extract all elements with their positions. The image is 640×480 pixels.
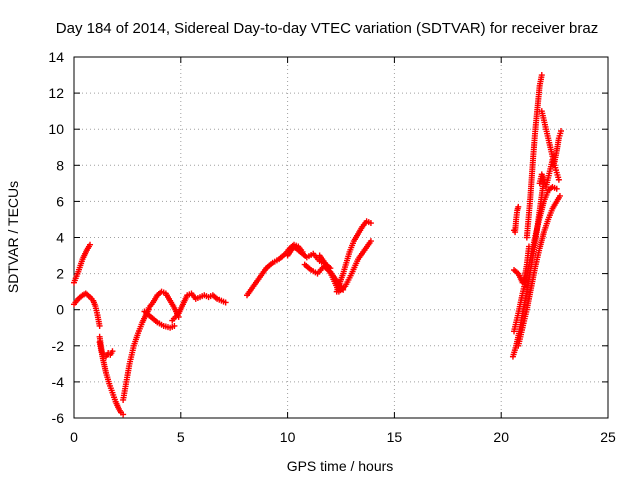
data-point [556,192,563,199]
y-tick-label: 8 [56,157,64,173]
data-point [171,322,178,329]
data-point [120,411,127,418]
tick-labels: 0 5 10 15 20 25 -6 -4 -2 0 2 4 6 8 10 12 14 [48,49,616,445]
x-tick-label: 25 [600,429,616,445]
y-tick-label: 12 [48,85,64,101]
data-point [538,72,545,79]
y-tick-label: 4 [56,230,64,246]
y-axis-label: SDTVAR / TECUs [5,181,21,293]
data-point [525,243,532,250]
y-tick-label: 2 [56,266,64,282]
data-marks [71,72,565,418]
x-axis-label: GPS time / hours [287,458,394,474]
data-point [558,128,565,135]
y-tick-label: -2 [52,338,65,354]
x-tick-label: 5 [177,429,185,445]
y-tick-label: 0 [56,302,64,318]
ticks [73,56,609,419]
x-tick-label: 0 [70,429,78,445]
y-tick-label: -4 [52,374,65,390]
data-point [87,241,94,248]
chart-title: Day 184 of 2014, Sidereal Day-to-day VTE… [56,20,598,37]
x-tick-label: 15 [387,429,403,445]
y-tick-label: -6 [52,410,65,426]
data-point [222,299,229,306]
y-tick-label: 14 [48,49,64,65]
y-tick-label: 10 [48,121,64,137]
data-point [367,238,374,245]
data-point [553,185,560,192]
data-point [515,203,522,210]
y-tick-label: 6 [56,193,64,209]
data-point [367,220,374,227]
x-tick-label: 10 [280,429,296,445]
x-tick-label: 20 [493,429,509,445]
data-point [109,348,116,355]
data-point [96,322,103,329]
data-point [555,176,562,183]
